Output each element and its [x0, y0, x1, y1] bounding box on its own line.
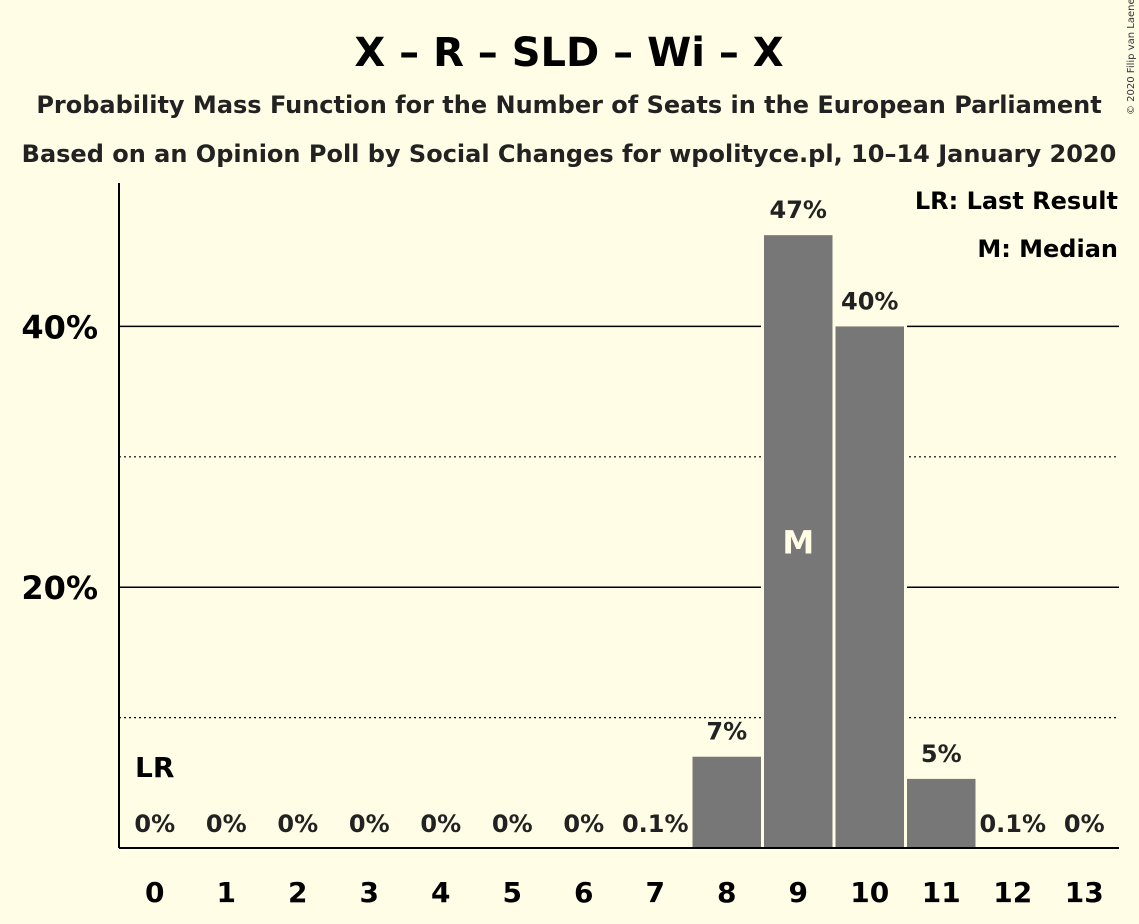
chart-subtitle-2: Based on an Opinion Poll by Social Chang… — [22, 140, 1117, 168]
data-label: 5% — [921, 740, 962, 768]
chart-title: X – R – SLD – Wi – X — [354, 30, 783, 76]
data-label: 0% — [206, 810, 247, 838]
x-tick-label: 6 — [574, 876, 593, 909]
data-label: 0% — [277, 810, 318, 838]
copyright-text: © 2020 Filip van Laenen — [1126, 0, 1137, 115]
x-tick-label: 5 — [503, 876, 522, 909]
legend-last-result: LR: Last Result — [915, 187, 1118, 215]
grid-lines — [119, 325, 1119, 719]
median-marker: M — [782, 524, 814, 562]
data-label: 0% — [563, 810, 604, 838]
bar — [692, 756, 761, 848]
data-label: 40% — [841, 287, 898, 315]
x-tick-label: 9 — [789, 876, 808, 909]
x-tick-label: 12 — [993, 876, 1032, 909]
chart-subtitle-1: Probability Mass Function for the Number… — [36, 91, 1101, 119]
data-label: 0.1% — [979, 810, 1046, 838]
axes-group: 20%40%0 1 2 3 4 5 6 7 8 9 10 11 12 13 — [21, 183, 1119, 909]
x-tick-label: 4 — [431, 876, 450, 909]
x-tick-label: 2 — [288, 876, 307, 909]
x-tick-label: 13 — [1065, 876, 1104, 909]
bar — [907, 778, 976, 848]
data-label: 0% — [134, 810, 175, 838]
x-tick-label: 8 — [717, 876, 736, 909]
y-tick-label: 40% — [21, 308, 98, 346]
data-label: 47% — [770, 196, 827, 224]
data-label: 0% — [349, 810, 390, 838]
last-result-marker: LR — [135, 751, 174, 784]
bar — [764, 235, 833, 848]
bar — [835, 326, 904, 848]
data-label: 7% — [706, 718, 747, 746]
data-label: 0.1% — [622, 810, 689, 838]
y-tick-label: 20% — [21, 569, 98, 607]
x-tick-label: 7 — [646, 876, 665, 909]
bars-group: 0% 0% 0% 0% 0% 0% 0% 0.1% 7% 47% 40% 5% 0.1% 0% M LR — [134, 196, 1105, 848]
data-label: 0% — [420, 810, 461, 838]
x-tick-label: 10 — [850, 876, 889, 909]
x-tick-label: 3 — [360, 876, 379, 909]
data-label: 0% — [1064, 810, 1105, 838]
data-label: 0% — [492, 810, 533, 838]
legend-median: M: Median — [977, 235, 1118, 263]
x-tick-label: 1 — [217, 876, 236, 909]
x-tick-label: 0 — [145, 876, 164, 909]
x-tick-label: 11 — [922, 876, 961, 909]
